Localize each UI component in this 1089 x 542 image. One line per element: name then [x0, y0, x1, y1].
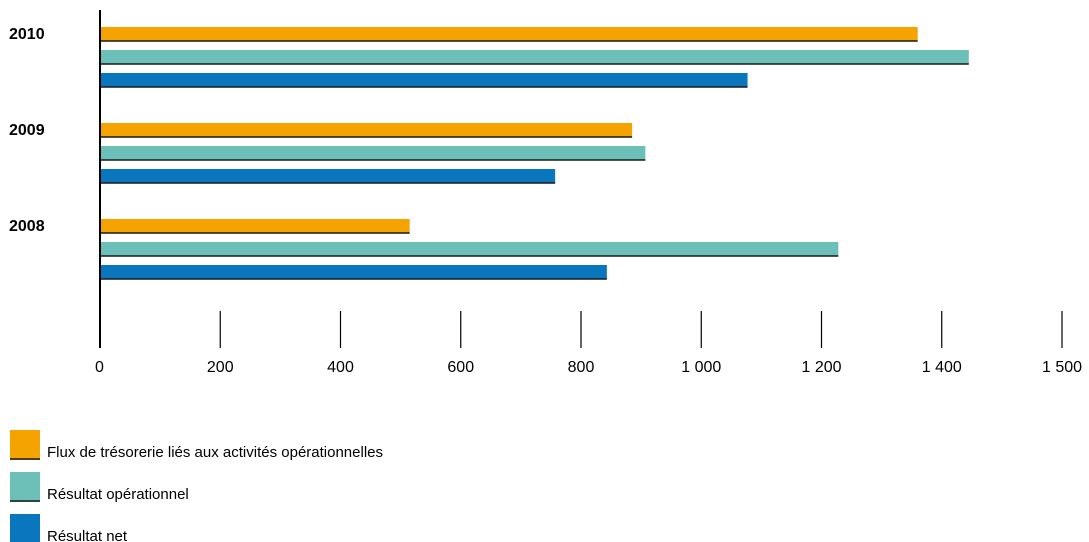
legend-swatch-1 — [10, 472, 40, 502]
x-tick-label-400: 400 — [327, 359, 354, 376]
x-tick-label-0: 0 — [95, 359, 104, 376]
bar-2009-series-0 — [100, 123, 633, 137]
legend-label-1: Résultat opérationnel — [47, 486, 189, 503]
bar-2009-series-1 — [100, 146, 646, 160]
category-labels: 2010 2009 2008 — [9, 26, 45, 235]
x-tick-label-1000: 1 000 — [681, 359, 721, 376]
x-tick-label-200: 200 — [207, 359, 234, 376]
bars-group — [100, 27, 969, 280]
bar-2010-series-2 — [100, 73, 748, 87]
x-tick-label-600: 600 — [447, 359, 474, 376]
bar-2010-series-1 — [100, 50, 969, 64]
category-label-2010: 2010 — [9, 26, 45, 43]
bar-2008-series-1 — [100, 242, 839, 256]
category-label-2008: 2008 — [9, 218, 45, 235]
category-label-2009: 2009 — [9, 122, 45, 139]
legend-swatch-0 — [10, 430, 40, 460]
legend-swatch-2 — [10, 514, 40, 542]
legend-label-2: Résultat net — [47, 528, 128, 542]
bar-2010-series-0 — [100, 27, 918, 41]
legend: Flux de trésorerie liés aux activités op… — [10, 430, 383, 542]
x-tick-label-1600: 1 500 — [1042, 359, 1082, 376]
bar-2009-series-2 — [100, 169, 556, 183]
x-tick-label-1400: 1 400 — [922, 359, 962, 376]
bar-2008-series-2 — [100, 265, 607, 279]
x-axis-ticks: 0 200 400 600 800 1 000 1 200 1 400 1 500 — [95, 311, 1082, 376]
x-tick-label-1200: 1 200 — [801, 359, 841, 376]
bar-2008-series-0 — [100, 219, 410, 233]
legend-label-0: Flux de trésorerie liés aux activités op… — [47, 444, 383, 461]
x-tick-label-800: 800 — [568, 359, 595, 376]
